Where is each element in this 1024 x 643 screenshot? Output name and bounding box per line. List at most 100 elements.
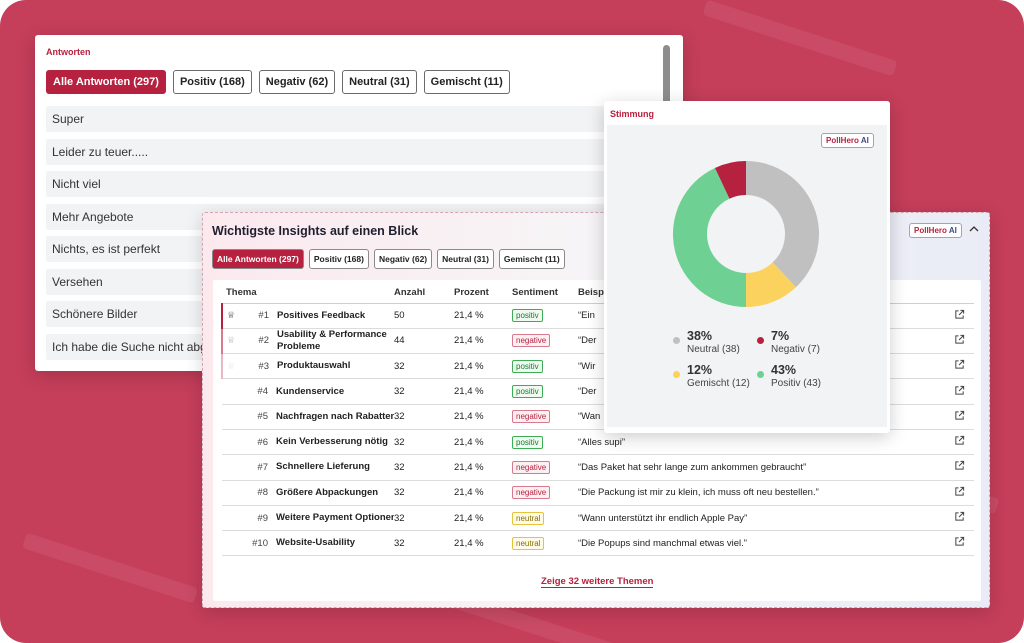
table-row[interactable]: #10 Website-Usability 32 21,4 % neutral “Die … (222, 530, 974, 557)
sentiment-cell: positiv (512, 429, 578, 456)
show-more-topics-link[interactable]: Zeige 32 weitere Themen (541, 576, 654, 588)
answer-item[interactable]: Leider zu teuer..... (46, 138, 660, 165)
sentiment-panel-label: Stimmung (610, 109, 654, 119)
donut-slice-neutral (746, 161, 819, 288)
example-cell: “Alles supi” (578, 429, 954, 456)
table-row[interactable]: #9 Weitere Payment Optionen 32 21,4 % neutra… (222, 505, 974, 532)
answers-filter-bar: Alle Antworten (297) Positiv (168) Negativ… (46, 70, 510, 94)
topic-cell: #7 Schnellere Lieferung (222, 454, 394, 481)
external-link-icon[interactable] (954, 385, 965, 396)
col-show (954, 283, 974, 304)
count-cell: 32 (394, 429, 454, 456)
answer-item[interactable]: Nicht viel (46, 171, 660, 197)
count-cell: 32 (394, 454, 454, 481)
external-link-icon[interactable] (954, 309, 965, 320)
percent-cell: 21,4 % (454, 429, 512, 456)
open-cell (954, 429, 974, 456)
external-link-icon[interactable] (954, 486, 965, 497)
filter-chip[interactable]: Neutral (31) (342, 70, 417, 94)
topic-name: Website-Usability (276, 537, 356, 549)
filter-chip[interactable]: Negativ (62) (258, 70, 336, 94)
table-row[interactable]: #8 Größere Abpackungen 32 21,4 % negative “Di… (222, 480, 974, 506)
percent-cell: 21,4 % (454, 328, 512, 355)
topic-name: Kundenservice (276, 385, 345, 397)
topic-name: Usability & Performance Probleme (277, 328, 387, 352)
legend-text: 12% Gemischt (12) (687, 363, 750, 389)
topic-name: Produktauswahl (277, 360, 351, 372)
insights-filter-bar: Alle Antworten (297) Positiv (168) Negativ… (212, 249, 565, 269)
sentiment-cell: positiv (512, 378, 578, 405)
topic-cell: #4 Kundenservice (222, 378, 394, 405)
table-row[interactable]: #6 Kein Verbesserung nötig 32 21,4 % positiv… (222, 429, 974, 456)
sentiment-badge: negative (512, 486, 551, 500)
legend-item: 43% Positiv (43) (757, 363, 857, 389)
legend-dot (673, 337, 680, 344)
open-cell (954, 505, 974, 532)
open-cell (954, 480, 974, 506)
badge-ai: AI (860, 136, 869, 145)
answer-item[interactable]: Super (46, 106, 660, 132)
count-cell: 50 (394, 303, 454, 329)
sentiment-chart-area: PollHero AI 38% Neutral (38) 7% Negativ (7)… (607, 125, 887, 427)
count-cell: 44 (394, 328, 454, 355)
external-link-icon[interactable] (954, 410, 965, 421)
open-cell (954, 404, 974, 430)
legend-label: Neutral (38) (687, 344, 740, 355)
answers-panel: Antworten Alle Antworten (297) Positiv (1… (35, 35, 683, 371)
filter-chip[interactable]: Neutral (31) (437, 249, 494, 269)
chevron-up-icon[interactable] (969, 224, 979, 234)
legend-percent: 7% (771, 329, 790, 343)
sentiment-badge: neutral (512, 536, 545, 550)
topic-cell: #5 Nachfragen nach Rabatten (222, 404, 394, 430)
pollhero-ai-badge: PollHero AI (821, 133, 874, 148)
filter-chip[interactable]: Alle Antworten (297) (212, 249, 304, 269)
answers-panel-label: Antworten (46, 47, 91, 57)
legend-label: Negativ (7) (771, 344, 820, 355)
filter-chip[interactable]: Positiv (168) (172, 70, 252, 94)
topic-rank: #6 (257, 436, 268, 448)
badge-brand: PollHero (914, 226, 947, 235)
sentiment-cell: negative (512, 404, 578, 430)
external-link-icon[interactable] (954, 334, 965, 345)
legend-item: 38% Neutral (38) (673, 329, 757, 355)
sentiment-donut-chart (673, 161, 819, 307)
topic-name: Positives Feedback (277, 309, 366, 321)
filter-chip[interactable]: Gemischt (11) (423, 70, 510, 94)
insights-title: Wichtigste Insights auf einen Blick (212, 224, 419, 238)
filter-chip[interactable]: Positiv (168) (308, 249, 369, 269)
filter-chip[interactable]: Gemischt (11) (498, 249, 565, 269)
external-link-icon[interactable] (954, 435, 965, 446)
sentiment-badge: neutral (512, 511, 545, 525)
topic-cell: #10 Website-Usability (222, 530, 394, 557)
legend-label: Positiv (43) (771, 378, 822, 389)
filter-chip[interactable]: Negativ (62) (373, 249, 433, 269)
percent-cell: 21,4 % (454, 378, 512, 405)
legend-text: 38% Neutral (38) (687, 329, 740, 355)
col-sentiment: Sentiment (512, 283, 578, 304)
trophy-icon: ♕ (227, 310, 236, 321)
sentiment-cell: negative (512, 480, 578, 506)
open-cell (954, 353, 974, 380)
donut-slice-positiv (673, 167, 746, 307)
external-link-icon[interactable] (954, 536, 965, 547)
count-cell: 32 (394, 505, 454, 532)
legend-label: Gemischt (12) (687, 378, 750, 389)
external-link-icon[interactable] (954, 460, 965, 471)
legend-dot (757, 371, 764, 378)
legend-item: 7% Negativ (7) (757, 329, 857, 355)
sentiment-badge: negative (512, 410, 551, 424)
topic-rank: #7 (257, 461, 268, 473)
badge-brand: PollHero (826, 136, 859, 145)
topic-cell: ♕ #2 Usability & Performance Probleme (221, 328, 394, 355)
answers-scrollbar[interactable] (663, 45, 670, 129)
percent-cell: 21,4 % (454, 303, 512, 329)
table-row[interactable]: #7 Schnellere Lieferung 32 21,4 % negative “D… (222, 454, 974, 481)
col-percent: Prozent (454, 283, 512, 304)
sentiment-cell: negative (512, 328, 578, 355)
external-link-icon[interactable] (954, 511, 965, 522)
topic-rank: #1 (258, 310, 269, 322)
open-cell (954, 454, 974, 481)
sentiment-badge: positiv (512, 359, 543, 373)
external-link-icon[interactable] (954, 359, 965, 370)
filter-chip[interactable]: Alle Antworten (297) (46, 70, 166, 94)
